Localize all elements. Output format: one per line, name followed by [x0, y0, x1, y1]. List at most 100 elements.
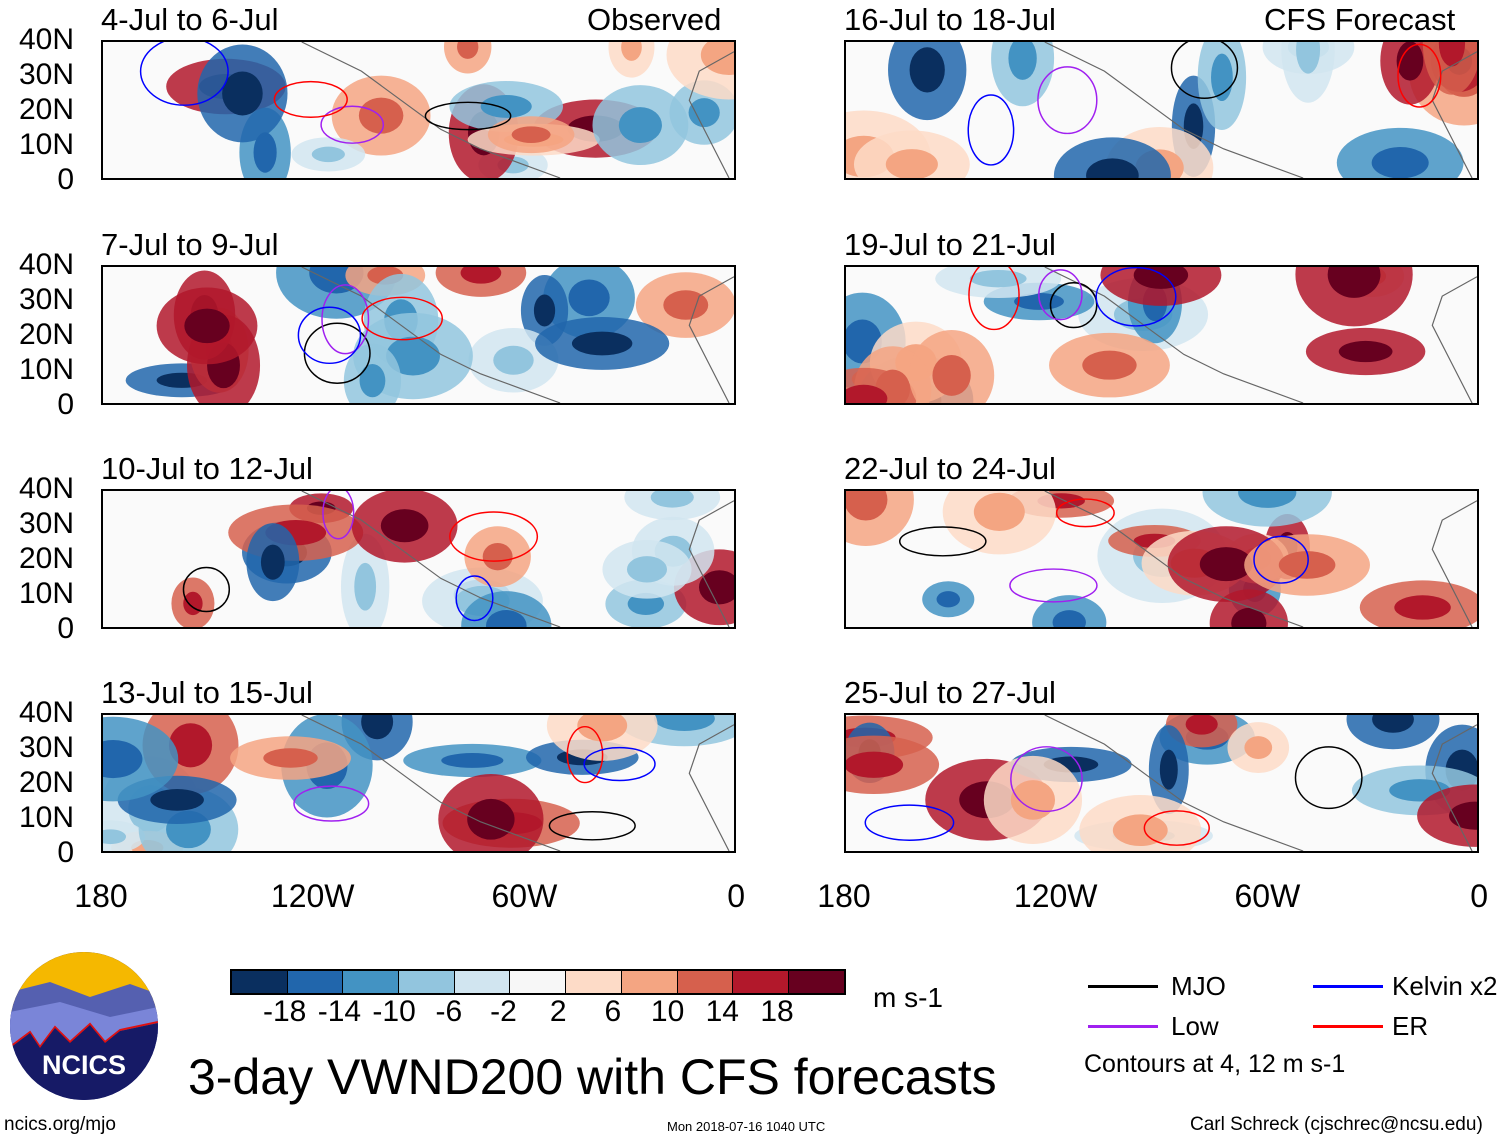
wave-contour: [320, 105, 385, 144]
coastline: [688, 51, 734, 178]
anomaly-core: [698, 570, 734, 605]
wave-contour: [273, 80, 348, 118]
wave-contour: [1294, 746, 1363, 810]
colorbar-tick-label: 14: [705, 995, 739, 1028]
lon-tick-label: 120W: [270, 878, 355, 914]
anomaly-core: [1159, 749, 1178, 790]
anomaly-core: [618, 107, 662, 144]
legend-label-low: Low: [1171, 1011, 1219, 1041]
anomaly-core: [150, 789, 204, 811]
wave-contour: [898, 526, 987, 557]
map-panel: [844, 713, 1479, 853]
colorbar-swatch: [232, 971, 288, 993]
colorbar-swatch: [343, 971, 400, 993]
wave-contour: [1055, 498, 1115, 528]
colorbar-swatch: [287, 971, 344, 993]
lon-tick-label: 180: [817, 878, 871, 914]
coastline: [1044, 491, 1304, 627]
lat-tick-label: 40N: [18, 23, 74, 56]
anomaly-core: [511, 126, 551, 143]
anomaly-core: [846, 751, 904, 778]
anomaly-core: [1449, 801, 1477, 830]
observed-label: Observed: [587, 2, 722, 37]
anomaly-core: [533, 294, 556, 327]
wave-contour: [424, 101, 512, 131]
panel-title: 7-Jul to 9-Jul: [101, 227, 279, 262]
coastline: [688, 276, 734, 403]
coastline: [688, 500, 734, 627]
map-panel: [844, 265, 1479, 405]
coastline: [301, 491, 561, 627]
colorbar: [230, 969, 846, 995]
forecast-label: CFS Forecast: [1264, 2, 1456, 37]
anomaly-region: [1422, 42, 1477, 95]
lat-tick-label: 10N: [18, 353, 74, 386]
anomaly-core: [486, 610, 527, 627]
figure-title: 3-day VWND200 with CFS forecasts: [188, 1049, 997, 1105]
wave-contour: [1170, 42, 1239, 99]
anomaly-core: [1010, 780, 1056, 820]
colorbar-swatch: [399, 971, 455, 993]
anomaly-core: [1082, 350, 1137, 380]
lat-tick-label: 40N: [18, 248, 74, 281]
legend-label-kelvin: Kelvin x2: [1392, 971, 1498, 1001]
coastline: [301, 42, 561, 178]
anomaly-core: [311, 146, 345, 163]
map-panel: [844, 40, 1479, 180]
anomaly-core: [627, 592, 665, 615]
colorbar-swatch: [677, 971, 734, 993]
anomaly-core: [253, 132, 277, 173]
anomaly-core: [846, 384, 888, 403]
legend-label-mjo: MJO: [1171, 971, 1226, 1001]
map-panel: [101, 40, 736, 180]
lat-tick-label: 10N: [18, 801, 74, 834]
anomaly-core: [1394, 595, 1451, 620]
panel-title: 25-Jul to 27-Jul: [844, 675, 1056, 710]
lat-tick-label: 30N: [18, 283, 74, 316]
anomaly-core: [482, 542, 513, 571]
coastline: [1431, 724, 1477, 851]
anomaly-core: [386, 336, 440, 376]
wave-contour: [321, 284, 370, 355]
coastline: [1431, 276, 1477, 403]
anomaly-core: [1371, 147, 1429, 178]
contour-note: Contours at 4, 12 m s-1: [1084, 1050, 1346, 1078]
wave-contour: [1009, 568, 1098, 603]
legend-line-low: [1088, 1025, 1158, 1028]
coastline: [301, 267, 561, 403]
anomaly-core: [1199, 547, 1253, 582]
anomaly-core: [1396, 42, 1424, 81]
lat-tick-label: 10N: [18, 577, 74, 610]
anomaly-core: [361, 715, 394, 740]
anomaly-core: [1438, 42, 1466, 67]
anomaly-core: [626, 556, 668, 583]
colorbar-swatch: [510, 971, 567, 993]
ncics-logo: NCICS: [10, 952, 158, 1100]
anomaly-core: [168, 723, 213, 768]
anomaly-core: [621, 42, 642, 61]
anomaly-core: [663, 290, 709, 320]
footer-url[interactable]: ncics.org/mjo: [4, 1114, 116, 1135]
panel-title: 4-Jul to 6-Jul: [101, 2, 279, 37]
wave-contour: [1095, 267, 1177, 327]
anomaly-core: [1338, 340, 1393, 363]
colorbar-swatch: [733, 971, 789, 993]
colorbar-tick-label: -10: [372, 995, 416, 1028]
colorbar-swatch: [621, 971, 678, 993]
colorbar-tick-label: 10: [650, 995, 685, 1028]
wave-contour: [1253, 535, 1309, 584]
coastline: [1431, 500, 1477, 627]
wave-contour: [322, 491, 355, 540]
anomaly-core: [700, 42, 734, 75]
panel-title: 19-Jul to 21-Jul: [844, 227, 1056, 262]
anomaly-core: [457, 42, 479, 59]
anomaly-core: [354, 562, 377, 611]
anomaly-core: [653, 715, 715, 731]
lat-tick-label: 0: [57, 163, 74, 196]
anomaly-core: [460, 267, 502, 284]
lat-tick-label: 0: [57, 836, 74, 869]
anomaly-core: [441, 753, 504, 768]
lon-tick-label: 120W: [1013, 878, 1098, 914]
anomaly-core: [568, 279, 610, 317]
